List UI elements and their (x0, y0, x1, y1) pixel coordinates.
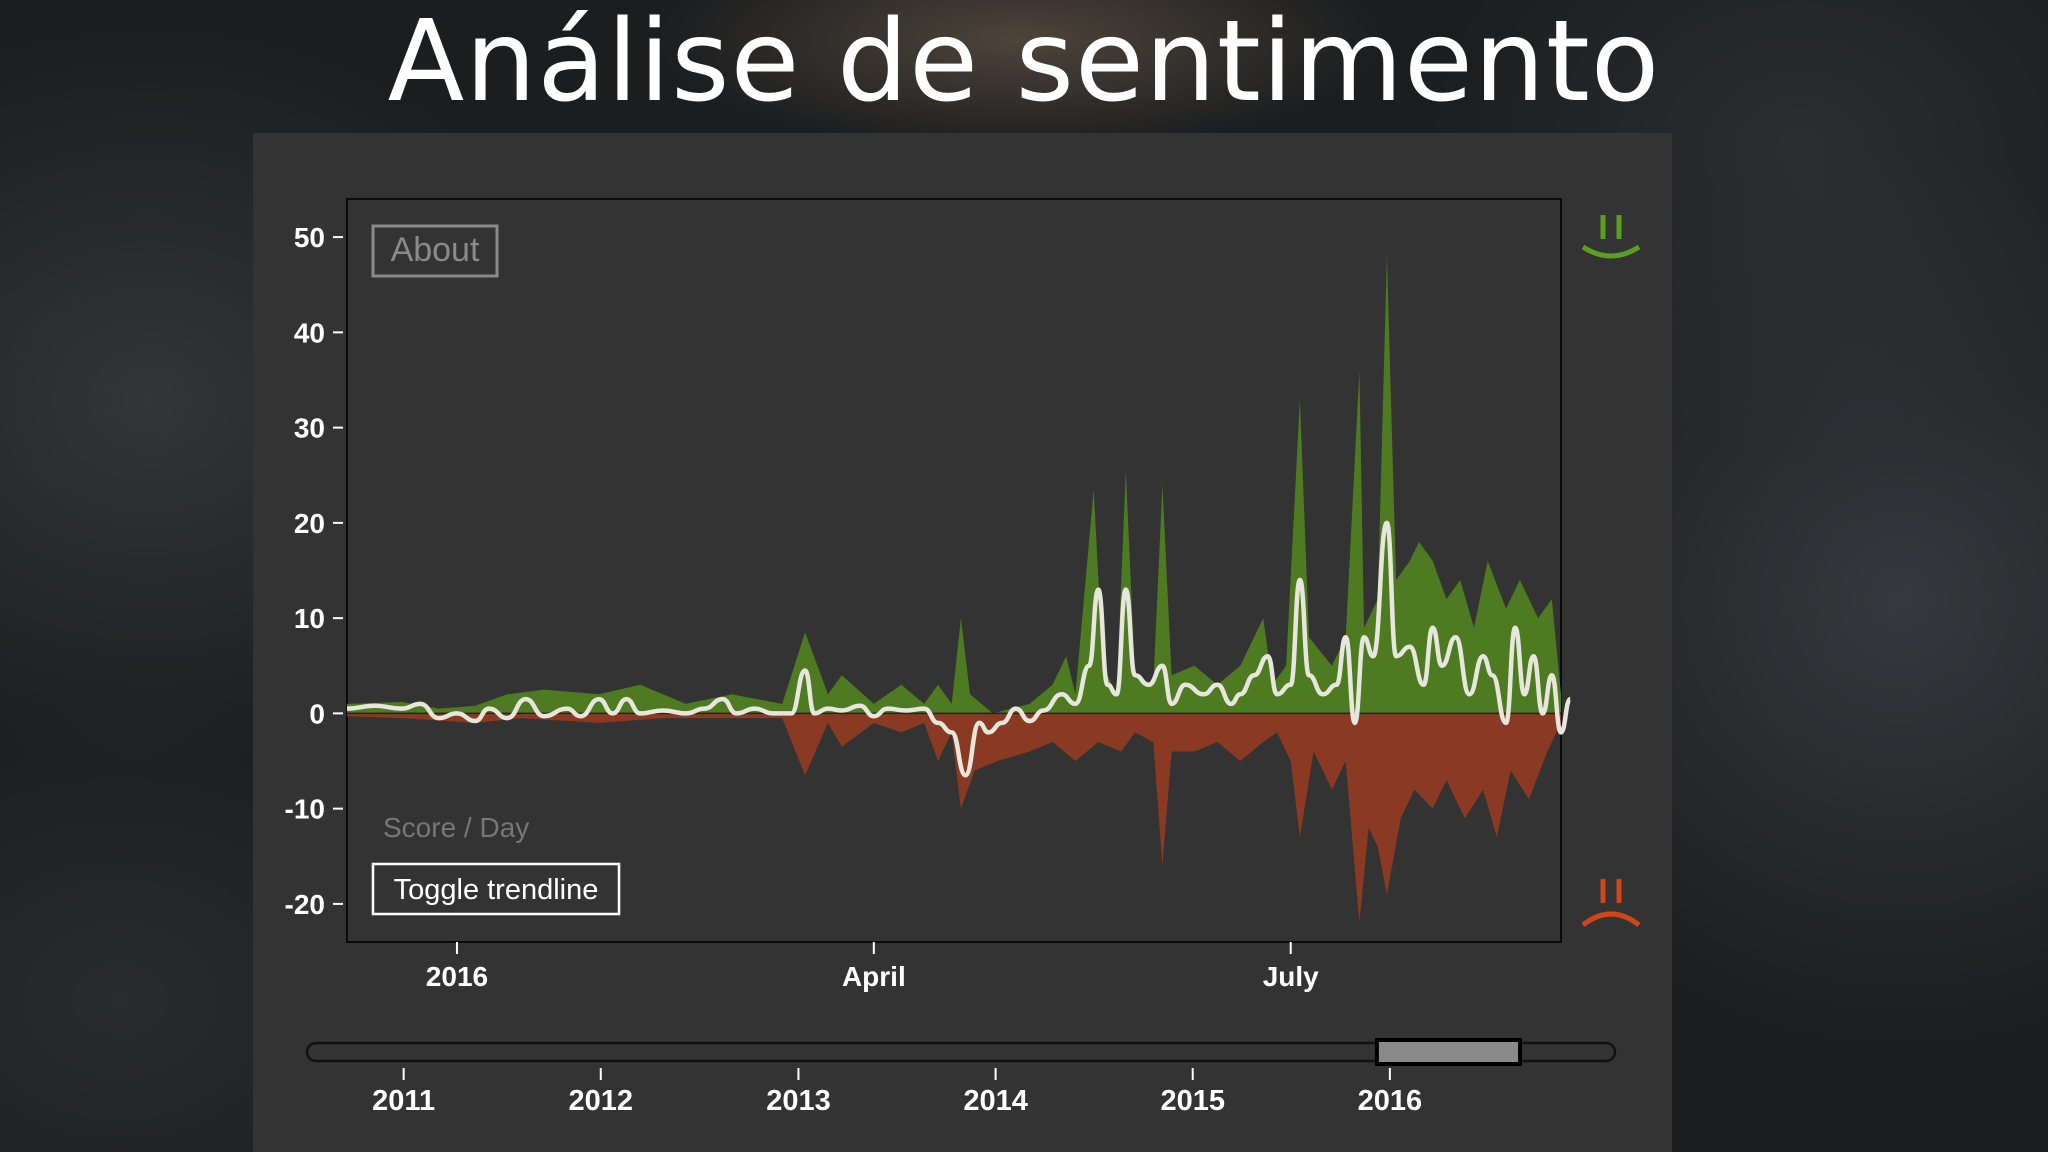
y-tick-label: 30 (294, 413, 325, 444)
trendline-layer (346, 520, 1573, 778)
y-tick-label: 40 (294, 317, 325, 348)
positive-sentiment-area (347, 256, 1561, 714)
y-tick-label: 50 (294, 222, 325, 253)
about-button-label: About (391, 231, 480, 269)
navigator-tick-label: 2016 (1358, 1085, 1423, 1117)
toggle-trendline-frame (371, 862, 621, 916)
navigator-tick-label: 2015 (1160, 1085, 1225, 1117)
x-axis: 2016 April July (426, 942, 1319, 992)
y-tick-label: -10 (285, 794, 325, 825)
x-tick-label: 2016 (426, 961, 488, 992)
about-button[interactable]: About (371, 224, 499, 278)
navigator-tick-label: 2012 (569, 1085, 634, 1117)
y-tick-label: -20 (285, 889, 325, 920)
sad-face-mouth (1581, 911, 1641, 928)
y-tick-label: 20 (294, 508, 325, 539)
trendline (346, 520, 1573, 778)
toggle-trendline-button[interactable]: Toggle trendline (371, 862, 621, 916)
slide-title: Análise de sentimento (387, 0, 1661, 127)
navigator-tick-label: 2013 (766, 1085, 831, 1117)
y-axis: 50 40 30 20 10 0 -10 -20 (285, 222, 343, 920)
y-tick-label: 0 (309, 698, 325, 729)
toggle-trendline-label: Toggle trendline (394, 874, 599, 906)
navigator-tick-label: 2011 (372, 1085, 435, 1117)
happy-face-mouth (1581, 244, 1641, 259)
sentiment-chart: 50 40 30 20 10 0 -10 -20 2016 April July About Sc… (285, 198, 1641, 1117)
score-per-day-label: Score / Day (383, 812, 529, 843)
happy-face-icon (1581, 215, 1641, 259)
navigator-tick-label: 2014 (963, 1085, 1028, 1117)
about-button-frame (371, 224, 499, 278)
x-tick-label: April (842, 961, 906, 992)
negative-sentiment-area (347, 713, 1561, 923)
range-navigator-track[interactable] (305, 1041, 1617, 1063)
sad-face-icon (1581, 879, 1641, 928)
range-navigator[interactable]: 2011 2012 2013 2014 2015 2016 (305, 1038, 1617, 1117)
chart-panel: 50 40 30 20 10 0 -10 -20 2016 April July About Sc… (253, 133, 1672, 1152)
range-navigator-axis: 2011 2012 2013 2014 2015 2016 (372, 1068, 1422, 1117)
y-tick-label: 10 (294, 603, 325, 634)
range-navigator-brush[interactable] (1374, 1038, 1523, 1066)
focus-chart: 50 40 30 20 10 0 -10 -20 2016 April July About Sc… (285, 198, 1573, 992)
x-tick-label: July (1263, 961, 1319, 992)
